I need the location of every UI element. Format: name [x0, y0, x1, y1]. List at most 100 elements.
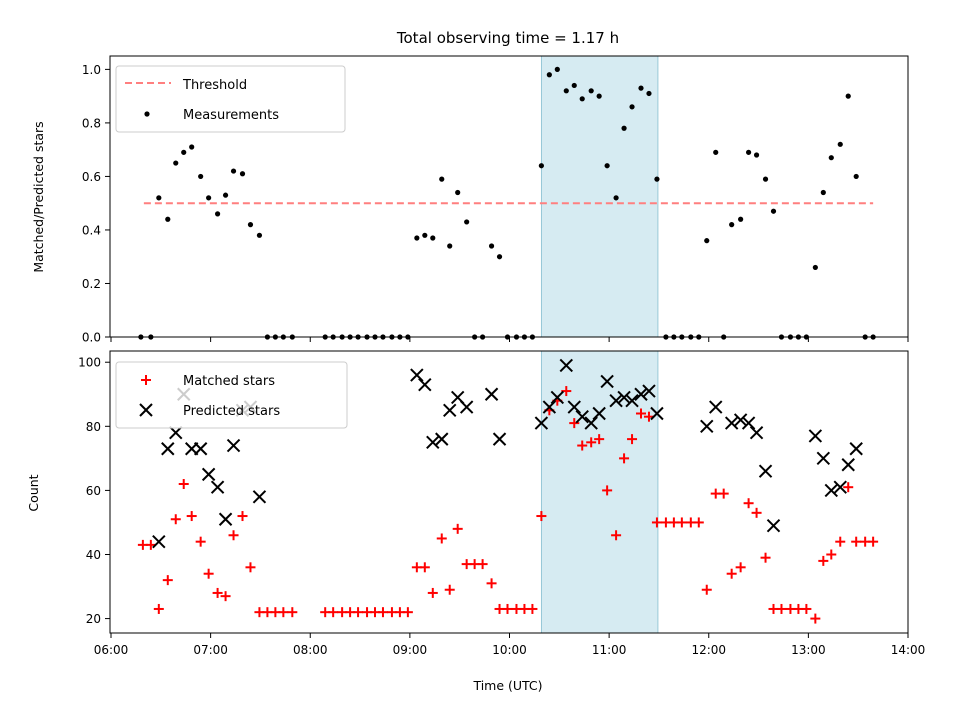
bottom-x-axis: 06:00 07:00 08:00 09:00 10:00 11:00 12:00 13:00…: [94, 633, 926, 657]
measurement-point: [629, 104, 635, 110]
measurement-point: [604, 163, 610, 169]
bottom-y-axis: 20 40 60 80 100: [78, 356, 110, 626]
matched-star-point: [145, 539, 156, 550]
top-y-tick-label: 0.2: [82, 277, 101, 291]
measurement-point: [596, 93, 602, 99]
matched-star-point: [602, 485, 613, 496]
measurement-point: [554, 66, 560, 72]
predicted-star-point: [841, 458, 855, 472]
matched-star-point: [502, 603, 513, 614]
top-y-axis-label: Matched/Predicted stars: [31, 121, 46, 272]
measurement-point: [745, 149, 752, 155]
measurement-point: [439, 176, 445, 182]
matched-star-point: [477, 559, 488, 570]
measurement-point: [837, 141, 843, 147]
matched-star-point: [170, 514, 181, 525]
measurement-point: [762, 176, 769, 182]
measurement-point: [812, 264, 818, 271]
measurement-point: [613, 195, 619, 201]
top-y-axis: 0.0 0.2 0.4 0.6 0.8 1.0: [82, 63, 110, 345]
bottom-y-tick-label: 100: [78, 356, 101, 370]
predicted-star-point: [609, 393, 623, 408]
measurement-point: [753, 152, 760, 158]
matched-star-point: [377, 607, 388, 618]
bottom-y-tick-label: 40: [86, 548, 101, 562]
x-tick-label: 13:00: [791, 643, 826, 657]
matched-star-point: [619, 453, 630, 464]
predicted-star-point: [625, 393, 639, 408]
matched-star-point: [801, 603, 812, 614]
matched-star-point: [536, 511, 547, 522]
measurement-point: [414, 235, 420, 241]
matched-star-point: [693, 517, 704, 528]
predicted-star-point: [700, 419, 714, 434]
x-tick-label: 14:00: [891, 643, 926, 657]
predicted-star-point: [410, 368, 424, 382]
predicted-star-point: [161, 442, 175, 456]
measurement-point: [430, 235, 436, 241]
bottom-y-axis-label: Count: [26, 474, 41, 511]
bottom-y-tick-label: 20: [86, 612, 101, 626]
top-y-tick-label: 0.8: [82, 116, 101, 130]
predicted-star-point: [435, 432, 449, 446]
predicted-stars-legend-marker: [139, 403, 153, 417]
matched-star-point: [751, 507, 762, 518]
measurement-point: [588, 88, 594, 94]
matched-star-point: [245, 562, 256, 573]
bottom-panel: 20 40 60 80 100 06:00 07:00 08:00 09:00 10:00 11:…: [26, 350, 926, 693]
matched-star-point: [178, 478, 189, 489]
predicted-star-point: [484, 387, 499, 401]
measurement-point: [563, 88, 569, 94]
measurement-point: [488, 243, 495, 249]
matched-star-point: [826, 549, 837, 560]
predicted-star-point: [709, 400, 723, 414]
measurement-point: [546, 72, 552, 78]
matched-star-point: [627, 434, 638, 445]
matched-star-point: [287, 607, 298, 618]
matched-stars-legend-label: Matched stars: [183, 374, 275, 389]
matched-star-point: [220, 591, 231, 602]
matched-star-point: [436, 533, 447, 544]
predicted-star-point: [559, 358, 573, 373]
matched-star-point: [353, 607, 364, 618]
measurement-point: [704, 238, 710, 244]
measurement-point: [638, 85, 644, 91]
predicted-stars-legend-label: Predicted stars: [183, 404, 280, 419]
measurement-point: [156, 195, 162, 201]
measurement-point: [621, 125, 627, 131]
matched-star-point: [843, 482, 854, 493]
matched-star-point: [594, 434, 605, 445]
predicted-star-point: [650, 406, 664, 421]
predicted-star-point: [833, 480, 847, 494]
top-marks: [138, 66, 876, 340]
matched-star-point: [835, 536, 846, 547]
predicted-star-point: [816, 451, 831, 466]
bottom-y-tick-label: 60: [86, 484, 101, 498]
measurement-point: [189, 144, 195, 150]
measurement-point: [729, 222, 735, 228]
predicted-star-point: [600, 374, 614, 389]
measurement-point: [173, 160, 179, 166]
measurement-point: [422, 232, 428, 238]
matched-star-point: [419, 562, 430, 573]
predicted-star-point: [201, 467, 216, 482]
top-highlight-span: [540, 55, 659, 338]
predicted-star-point: [152, 534, 166, 549]
matched-star-point: [726, 568, 737, 579]
predicted-star-point: [808, 429, 823, 443]
matched-star-point: [743, 498, 754, 509]
top-panel: 0.0 0.2 0.4 0.6 0.8 1.0 Matched/Predicted sta…: [31, 55, 909, 345]
matched-star-point: [278, 607, 289, 618]
matched-star-point: [452, 523, 463, 534]
measurement-point: [165, 216, 171, 222]
measurement-point: [845, 93, 851, 99]
measurement-point: [239, 171, 246, 177]
measurement-point: [247, 222, 254, 228]
predicted-star-point: [210, 480, 225, 494]
predicted-star-point: [169, 426, 183, 440]
measurement-point: [464, 219, 470, 225]
bottom-marks: [137, 358, 879, 624]
matched-star-point: [527, 603, 538, 614]
matched-star-point: [810, 613, 821, 624]
